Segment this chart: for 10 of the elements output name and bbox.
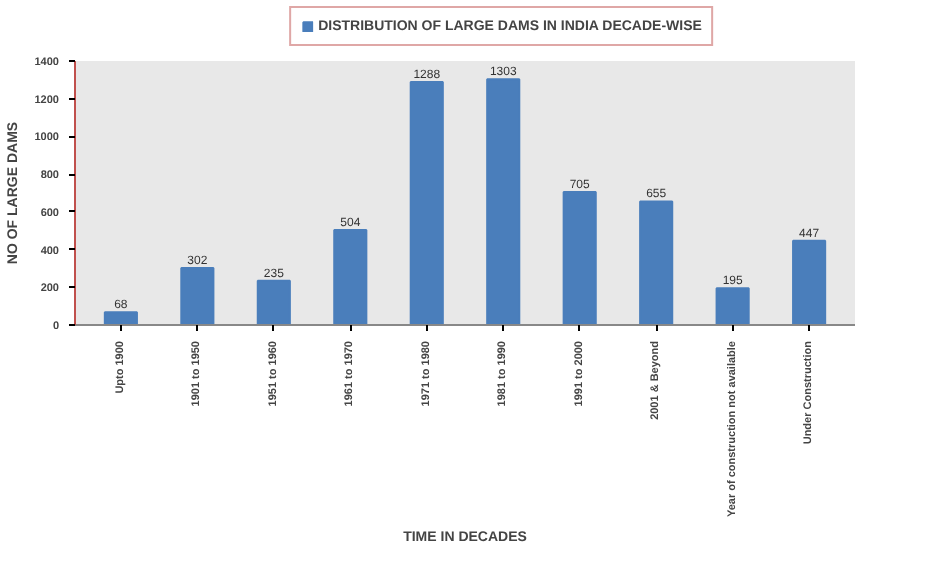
bar bbox=[409, 81, 444, 325]
bar bbox=[792, 239, 827, 325]
bar bbox=[256, 279, 291, 325]
bar bbox=[562, 191, 597, 325]
bar bbox=[180, 267, 215, 325]
bar bbox=[103, 311, 138, 325]
bar bbox=[333, 228, 368, 325]
bar bbox=[715, 287, 750, 325]
bar bbox=[486, 78, 521, 325]
bar bbox=[639, 200, 674, 325]
